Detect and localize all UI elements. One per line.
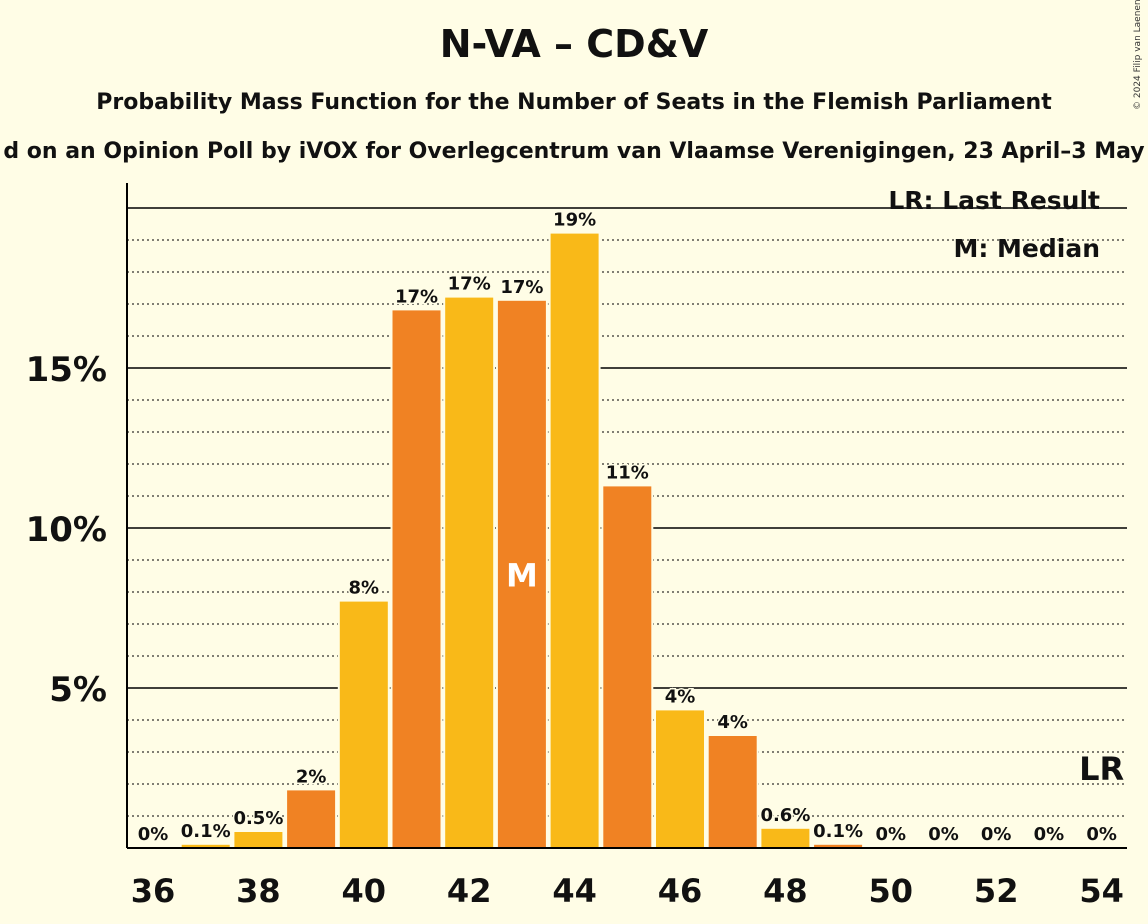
bar-seat-41	[392, 310, 441, 848]
data-label-seat-54: 0%	[1086, 824, 1117, 845]
y-tick-label: 10%	[26, 510, 107, 550]
data-label-seat-37: 0.1%	[181, 821, 231, 842]
data-label-seat-46: 4%	[665, 686, 696, 707]
x-tick-label: 44	[552, 872, 597, 910]
bar-seat-44	[550, 233, 599, 849]
chart-title: N-VA – CD&V	[439, 22, 709, 66]
x-tick-label: 38	[236, 872, 281, 910]
y-tick-label: 5%	[49, 670, 107, 710]
x-tick-label: 50	[869, 872, 914, 910]
data-label-seat-43: 17%	[500, 277, 543, 298]
data-label-seat-53: 0%	[1034, 824, 1065, 845]
axes-group: 5% 10% 15% 36 38 40 42 44 46 48 50 52 54	[26, 183, 1127, 910]
data-label-seat-51: 0%	[928, 824, 959, 845]
x-tick-label: 52	[974, 872, 1019, 910]
legend-median: M: Median	[953, 234, 1100, 263]
data-labels-group: 0% 0.1%0.5%2%8%17%17% 17%M19%11%4%4%0.6%0.…	[136, 208, 1124, 846]
data-label-seat-44: 19%	[553, 210, 596, 231]
bar-seat-37	[181, 844, 230, 848]
bar-seat-38	[234, 832, 283, 848]
median-marker: M	[506, 556, 538, 594]
x-tick-label: 46	[658, 872, 703, 910]
bar-seat-49	[814, 844, 863, 848]
bar-seat-46	[656, 710, 704, 848]
x-tick-label: 48	[763, 872, 808, 910]
x-tick-label: 40	[342, 872, 387, 910]
data-label-seat-38: 0.5%	[233, 808, 283, 829]
x-tick-label: 36	[131, 872, 176, 910]
data-label-seat-48: 0.6%	[760, 805, 810, 826]
x-tick-label: 42	[447, 872, 492, 910]
bar-seat-45	[603, 486, 652, 848]
last-result-marker: LR	[1079, 750, 1124, 788]
data-label-seat-40: 8%	[349, 578, 380, 599]
bar-seat-39	[287, 790, 336, 848]
x-tick-label: 54	[1079, 872, 1124, 910]
bars-group	[179, 231, 865, 849]
data-label-seat-39: 2%	[296, 766, 327, 787]
bar-seat-40	[339, 601, 388, 848]
data-label-seat-50: 0%	[876, 824, 907, 845]
chart-source-line: d on an Opinion Poll by iVOX for Overleg…	[3, 139, 1145, 164]
bar-seat-48	[761, 828, 810, 848]
bar-seat-47	[708, 736, 757, 848]
y-tick-label: 15%	[26, 350, 107, 390]
data-label-seat-49: 0.1%	[813, 821, 863, 842]
data-label-seat-42: 17%	[448, 274, 491, 295]
legend-last-result: LR: Last Result	[888, 186, 1100, 215]
data-label-seat-47: 4%	[717, 712, 748, 733]
data-label-seat-52: 0%	[981, 824, 1012, 845]
bar-seat-42	[445, 297, 494, 849]
data-label-seat-45: 11%	[606, 462, 649, 483]
data-label-seat-36: 0%	[138, 824, 169, 845]
chart-subtitle: Probability Mass Function for the Number…	[96, 90, 1052, 115]
data-label-seat-41: 17%	[395, 286, 438, 307]
bar-seat-43	[497, 300, 546, 848]
